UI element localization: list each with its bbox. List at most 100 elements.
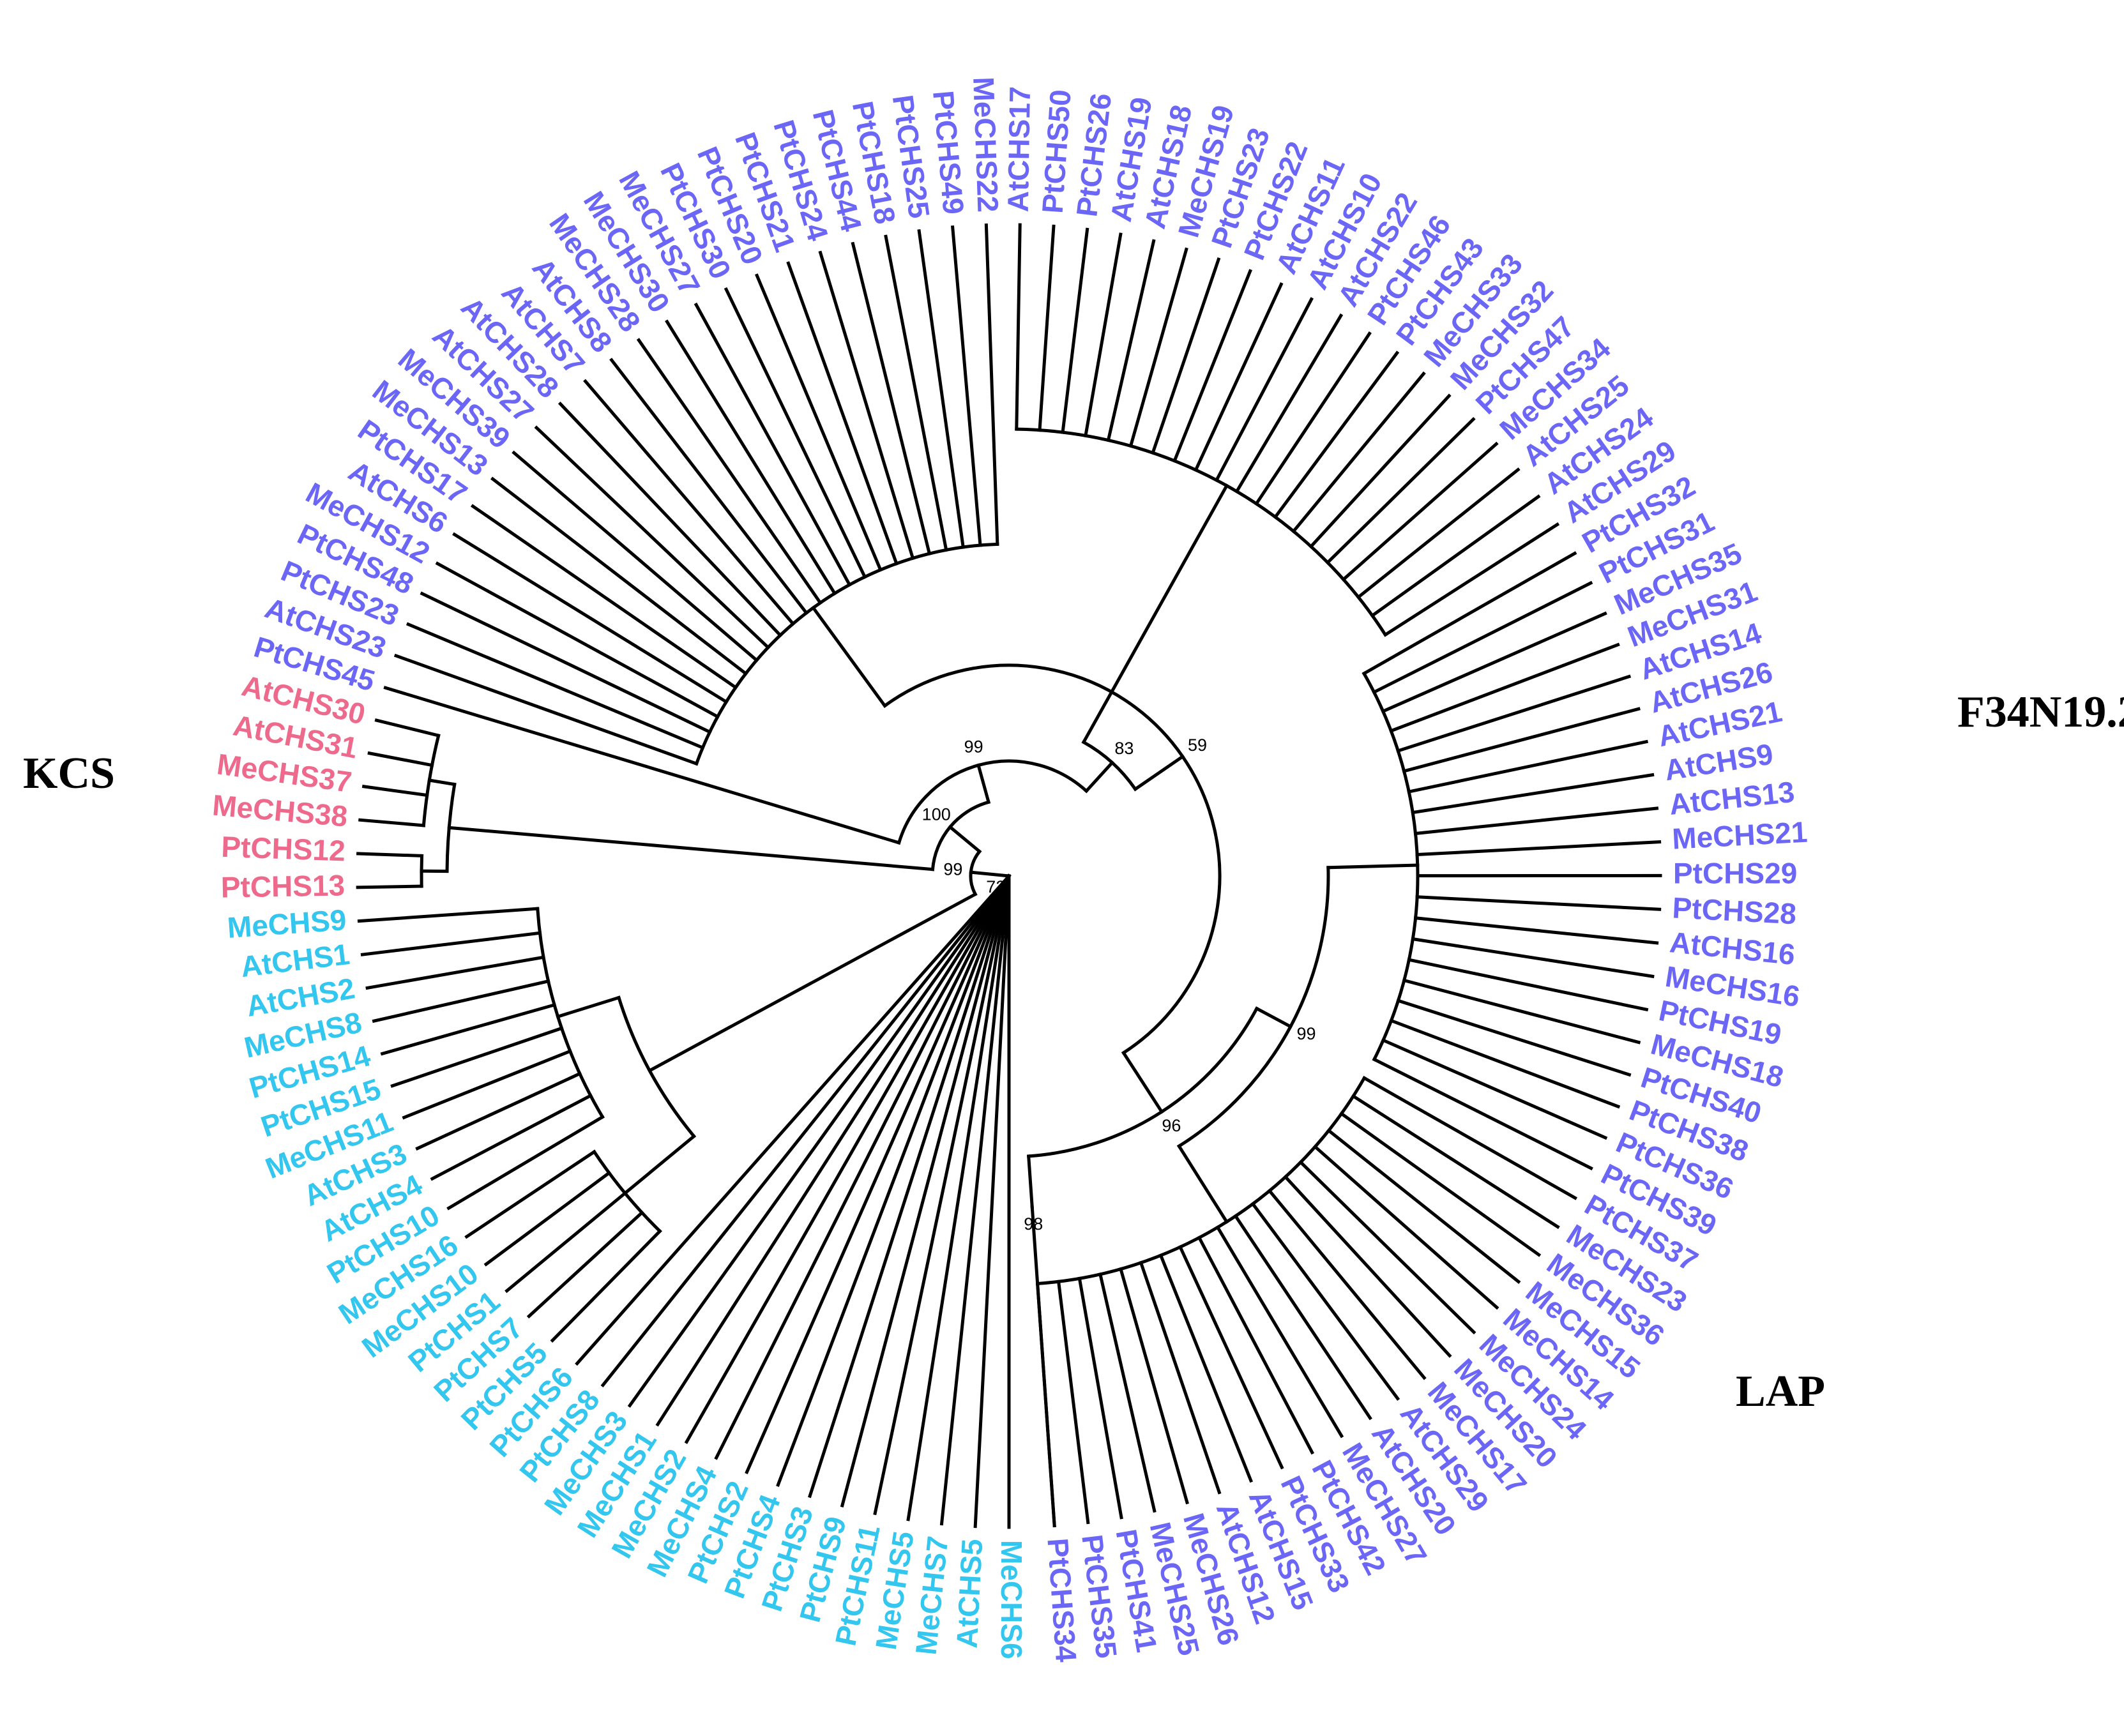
tip-label-ptchs13: PtCHS13 [220, 868, 345, 903]
branch-arc [420, 854, 424, 888]
tree-branches [356, 223, 1662, 1529]
branch [1254, 1006, 1293, 1029]
branch [360, 931, 542, 956]
branch [361, 784, 429, 797]
branch [470, 504, 738, 690]
branch [1056, 1279, 1090, 1525]
branch [1402, 707, 1641, 773]
branch [358, 818, 426, 827]
branch-arc [616, 995, 697, 1139]
branch-arc [536, 907, 605, 1119]
branch-arc [1362, 671, 1420, 1062]
branch [1298, 1159, 1476, 1335]
branch [490, 476, 748, 676]
branch [1081, 483, 1229, 744]
branch [372, 979, 550, 1023]
branch [1383, 522, 1560, 637]
branch [1411, 937, 1655, 979]
branch [446, 1115, 605, 1211]
branch [402, 1049, 573, 1120]
branch [1178, 1244, 1284, 1470]
branch [1233, 1214, 1372, 1421]
branch [917, 229, 966, 549]
branch [1128, 247, 1188, 448]
branch [1312, 1144, 1499, 1310]
branch [1372, 1057, 1593, 1171]
branch [976, 763, 991, 804]
branch [383, 686, 510, 727]
branch [1372, 580, 1593, 695]
branch-arc [1035, 1076, 1367, 1286]
branch [1030, 1205, 1042, 1324]
branch [1139, 1260, 1222, 1495]
branch [1291, 371, 1426, 534]
branch [1407, 739, 1649, 794]
branch [1254, 331, 1372, 506]
tip-label-ptchs28: PtCHS28 [1672, 891, 1798, 930]
bootstrap-value: 72 [986, 877, 1005, 896]
branch-arc [445, 782, 457, 873]
bootstrap-value: 99 [1297, 1024, 1316, 1043]
tip-label-ptchs34: PtCHS34 [1041, 1537, 1082, 1663]
branch [600, 873, 1012, 1388]
branch [1389, 642, 1620, 733]
branch [1415, 840, 1662, 857]
bootstrap-value: 99 [964, 737, 983, 757]
branch [1215, 1225, 1344, 1438]
tip-label-mechs9: MeCHS9 [226, 903, 347, 944]
branch [367, 751, 434, 767]
branch [1413, 806, 1659, 836]
branch [575, 873, 1012, 1366]
branch [1038, 1320, 1056, 1528]
branch [745, 873, 1012, 1475]
branch [1326, 863, 1420, 870]
branch [1027, 1154, 1034, 1209]
branch [1038, 224, 1056, 432]
group-label-lap: LAP [1736, 1367, 1825, 1416]
tip-label-ptchs12: PtCHS12 [221, 830, 346, 868]
branch [1411, 773, 1655, 815]
branch [1283, 1174, 1452, 1358]
branch-arc [1176, 866, 1330, 1149]
branch [558, 401, 783, 638]
branch-arc [1015, 427, 1388, 637]
bootstrap-value: 98 [1024, 1214, 1043, 1234]
branch [356, 884, 423, 889]
branch [1214, 297, 1314, 483]
branch [948, 824, 982, 854]
branch [1341, 441, 1499, 582]
branch [1273, 351, 1400, 520]
branch [365, 955, 545, 990]
branch [755, 273, 883, 572]
branch [1194, 282, 1284, 472]
branch [1077, 1276, 1123, 1520]
branch [1197, 1235, 1315, 1455]
branch [776, 873, 1012, 1487]
branch [811, 605, 887, 708]
branch-arc [1081, 739, 1138, 792]
group-label-kcs: KCS [23, 749, 115, 798]
bootstrap-values: 72 99 100 99 83 59 96 99 98 [922, 736, 1316, 1234]
branch [906, 874, 1011, 1521]
bootstrap-value: 59 [1188, 736, 1207, 755]
branch [447, 826, 935, 872]
branch [609, 358, 809, 615]
branch [1172, 269, 1252, 464]
tip-label-ptchs29: PtCHS29 [1673, 856, 1797, 889]
branch [1325, 417, 1476, 565]
tip-label-ptchs50: PtCHS50 [1036, 89, 1077, 215]
branch [724, 287, 867, 579]
branch [415, 1071, 582, 1151]
branch [1015, 223, 1022, 431]
branch [483, 1170, 612, 1267]
branch [430, 1093, 593, 1181]
branch [1362, 1076, 1578, 1200]
branch [1415, 895, 1662, 911]
branch [694, 302, 852, 587]
group-label-f34n19: F34N19.2 [1957, 688, 2124, 737]
branch [950, 225, 982, 547]
branch [655, 873, 1012, 1427]
branch [1234, 313, 1344, 494]
branch [1133, 754, 1185, 792]
branch [435, 561, 720, 719]
